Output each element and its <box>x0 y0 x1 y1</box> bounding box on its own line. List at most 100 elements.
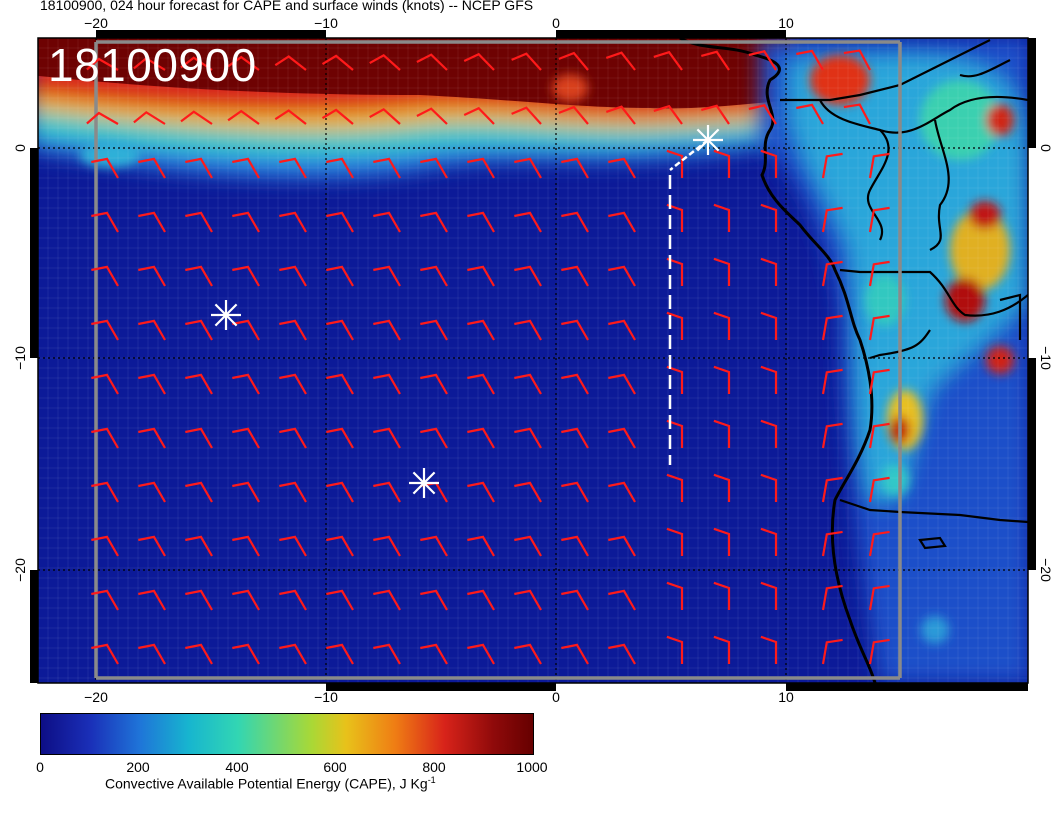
wind-barb <box>420 319 448 341</box>
wind-barb <box>326 643 354 665</box>
colorbar-label: 1000 <box>516 759 548 775</box>
wind-barb <box>561 373 589 395</box>
star-marker <box>693 125 723 155</box>
wind-barb <box>666 581 684 610</box>
wind-barb <box>605 51 636 71</box>
wind-barb <box>653 50 683 71</box>
wind-barb <box>232 157 260 179</box>
wind-barb <box>91 643 119 665</box>
wind-barb <box>227 55 260 71</box>
wind-barb <box>326 589 354 611</box>
wind-barb <box>713 149 731 178</box>
wind-barb <box>467 535 495 557</box>
wind-barb <box>232 373 260 395</box>
wind-barb <box>86 111 119 125</box>
wind-barb <box>511 52 542 71</box>
wind-barb <box>326 211 354 233</box>
wind-barb <box>138 157 166 179</box>
wind-barb <box>373 481 401 503</box>
wind-barb <box>420 265 448 287</box>
wind-barb <box>760 635 778 664</box>
wind-barb <box>666 419 684 448</box>
wind-barb <box>279 481 307 503</box>
wind-barb <box>373 643 401 665</box>
wind-barb <box>420 373 448 395</box>
wind-barb <box>608 265 636 287</box>
wind-barb <box>821 314 843 341</box>
wind-barb <box>326 535 354 557</box>
wind-barb <box>326 427 354 449</box>
wind-barb <box>514 373 542 395</box>
wind-barb <box>713 257 731 286</box>
wind-barb <box>467 157 495 179</box>
colorbar-title: Convective Available Potential Energy (C… <box>105 775 436 792</box>
x-tick-bottom: 10 <box>778 689 794 705</box>
wind-barb <box>279 157 307 179</box>
wind-barb <box>232 319 260 341</box>
wind-barb <box>868 422 890 449</box>
wind-barb <box>138 265 166 287</box>
colorbar <box>40 713 534 755</box>
wind-barb <box>561 319 589 341</box>
wind-barb <box>138 481 166 503</box>
y-tick-left: 0 <box>12 144 28 152</box>
colorbar-title-sup: -1 <box>427 775 436 785</box>
date-stamp: 18100900 <box>48 39 257 91</box>
wind-barb <box>748 104 777 125</box>
wind-barb <box>185 157 213 179</box>
wind-barb <box>666 473 684 502</box>
wind-barb <box>760 149 778 178</box>
wind-barb <box>558 51 589 71</box>
colorbar-label: 800 <box>422 759 446 775</box>
axis-frame-ticks <box>30 30 1036 691</box>
wind-barb <box>185 481 213 503</box>
wind-barb <box>274 109 307 125</box>
x-tick-bottom: −20 <box>84 689 108 705</box>
storm-markers <box>211 125 723 498</box>
wind-barb <box>561 427 589 449</box>
wind-barb <box>326 157 354 179</box>
wind-barb <box>467 265 495 287</box>
wind-barb <box>868 260 890 287</box>
wind-barb <box>326 373 354 395</box>
wind-barb <box>86 57 119 71</box>
wind-barb <box>821 260 843 287</box>
cape-field <box>38 38 1028 683</box>
wind-barb <box>373 427 401 449</box>
x-tick-top: 0 <box>552 15 560 31</box>
wind-barb <box>748 50 777 71</box>
wind-barb <box>279 265 307 287</box>
wind-barb <box>91 481 119 503</box>
wind-barb <box>701 50 730 71</box>
wind-barb <box>138 535 166 557</box>
track-line <box>668 139 709 465</box>
wind-barb <box>666 311 684 340</box>
wind-barb <box>185 535 213 557</box>
wind-barb <box>185 589 213 611</box>
wind-barb <box>608 427 636 449</box>
wind-barb <box>760 473 778 502</box>
colorbar-label: 400 <box>225 759 249 775</box>
wind-barb <box>279 319 307 341</box>
wind-barb <box>653 104 683 125</box>
x-tick-top: −10 <box>314 15 338 31</box>
wind-barb <box>279 211 307 233</box>
x-tick-bottom: 0 <box>552 689 560 705</box>
wind-barb <box>133 56 166 71</box>
wind-barb <box>279 535 307 557</box>
wind-barb <box>227 109 260 125</box>
wind-barb <box>514 211 542 233</box>
wind-barb <box>760 365 778 394</box>
wind-barb <box>514 157 542 179</box>
wind-barb <box>868 584 890 611</box>
wind-barb <box>373 265 401 287</box>
wind-barb <box>279 427 307 449</box>
wind-barb <box>666 365 684 394</box>
wind-barb <box>514 265 542 287</box>
wind-barb <box>561 481 589 503</box>
wind-barb <box>868 206 890 233</box>
wind-barb <box>821 638 843 665</box>
wind-barb <box>463 106 495 125</box>
wind-barb <box>467 589 495 611</box>
wind-barb <box>138 211 166 233</box>
